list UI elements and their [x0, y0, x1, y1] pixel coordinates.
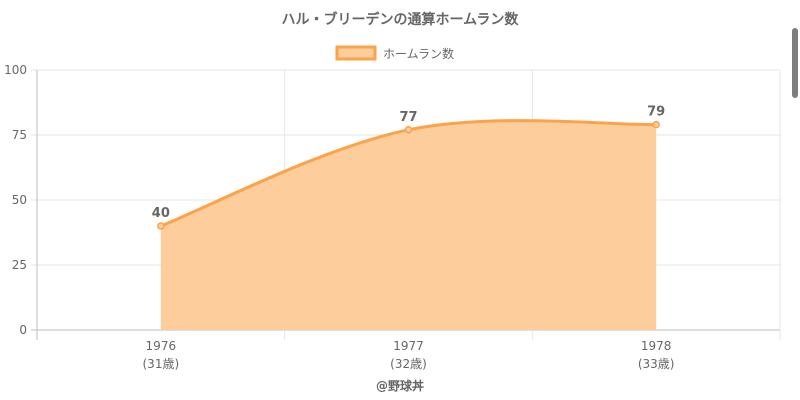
x-tick-sublabel: (31歳) [143, 357, 180, 371]
y-tick-label: 0 [19, 323, 27, 337]
x-tick-label: 1976 [146, 339, 177, 353]
axis-ticks: 0 25 50 75 100 1976 (31歳) 1977 (32歳) 1978 (33歳) [4, 63, 674, 371]
data-point [404, 126, 413, 134]
legend[interactable]: ホームラン数 [335, 45, 454, 61]
y-tick-label: 50 [12, 193, 27, 207]
y-tick-label: 25 [12, 258, 27, 272]
x-tick-sublabel: (32歳) [390, 357, 427, 371]
y-tick-label: 75 [12, 128, 27, 142]
data-point [157, 222, 165, 230]
legend-label: ホームラン数 [383, 46, 454, 61]
x-tick-label: 1977 [393, 339, 424, 353]
area-fill [160, 120, 657, 330]
y-tick-label: 100 [4, 63, 27, 77]
footer-credit: @野球丼 [376, 378, 424, 393]
x-tick-label: 1978 [641, 339, 672, 353]
data-label: 79 [647, 105, 665, 120]
series-area [157, 119, 660, 330]
data-labels: 40 77 79 [152, 105, 665, 221]
chart-title: ハル・ブリーデンの通算ホームラン数 [282, 11, 520, 28]
data-label: 77 [399, 110, 417, 125]
x-tick-sublabel: (33歳) [638, 357, 675, 371]
scrollbar-thumb[interactable] [792, 28, 798, 98]
data-point [652, 120, 660, 129]
legend-swatch [335, 45, 377, 61]
data-label: 40 [152, 206, 170, 221]
